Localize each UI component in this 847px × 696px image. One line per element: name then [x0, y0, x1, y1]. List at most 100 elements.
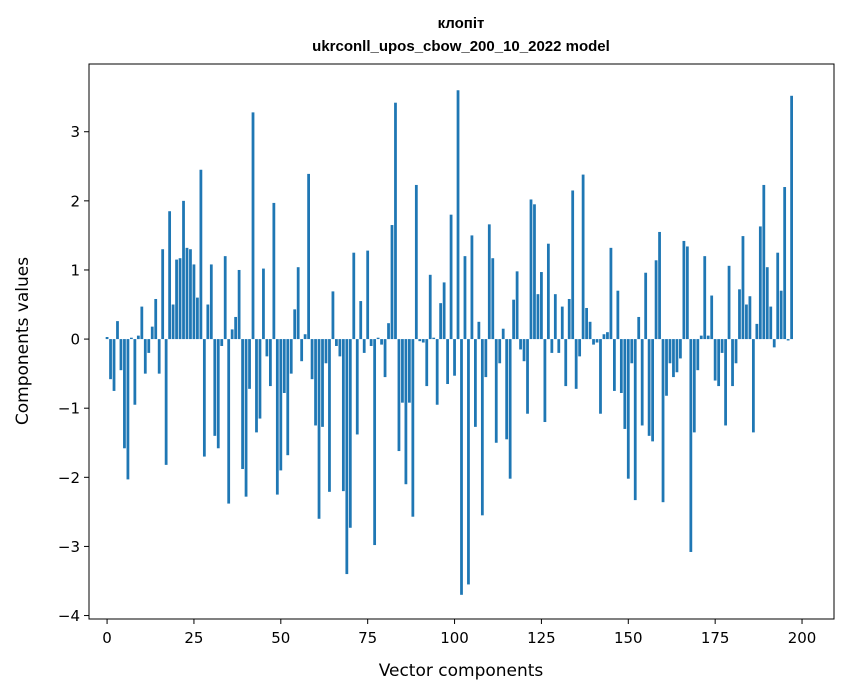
bar-54 — [293, 309, 297, 340]
bar-65 — [331, 291, 335, 340]
bar-14 — [154, 298, 158, 340]
bar-97 — [442, 282, 446, 340]
bar-137 — [581, 174, 585, 340]
bar-18 — [168, 211, 172, 340]
bar-156 — [647, 339, 651, 436]
bar-171 — [699, 335, 703, 340]
bar-99 — [449, 214, 453, 340]
bar-129 — [553, 294, 557, 340]
bar-133 — [567, 298, 571, 340]
bar-136 — [578, 339, 582, 357]
bar-89 — [414, 184, 418, 340]
bar-58 — [307, 173, 310, 340]
bar-153 — [637, 316, 641, 340]
bar-53 — [289, 339, 293, 374]
bar-32 — [216, 339, 220, 449]
bar-161 — [665, 339, 668, 396]
bar-184 — [745, 304, 748, 340]
bar-17 — [164, 339, 168, 465]
x-tick-label: 25 — [184, 629, 203, 647]
bar-22 — [182, 200, 185, 340]
bar-83 — [394, 102, 397, 340]
bar-71 — [352, 252, 356, 340]
bar-36 — [230, 329, 234, 340]
bar-150 — [626, 339, 630, 479]
bar-194 — [779, 290, 783, 340]
bar-30 — [209, 264, 213, 340]
bar-117 — [512, 299, 516, 340]
bar-49 — [275, 339, 279, 495]
bar-123 — [533, 204, 536, 340]
bar-56 — [300, 339, 304, 362]
chart-subtitle: ukrconll_upos_cbow_200_10_2022 model — [312, 38, 610, 55]
bar-70 — [348, 339, 352, 528]
bar-160 — [661, 339, 665, 503]
bar-3 — [116, 321, 119, 340]
bar-66 — [335, 339, 338, 346]
bar-68 — [341, 339, 345, 492]
bar-41 — [248, 339, 251, 389]
bar-125 — [540, 272, 543, 340]
bar-34 — [223, 256, 227, 340]
bar-101 — [456, 90, 460, 340]
bar-181 — [734, 339, 738, 364]
bar-182 — [738, 289, 741, 340]
bar-114 — [501, 328, 505, 340]
bar-95 — [435, 339, 439, 405]
bar-162 — [668, 339, 672, 364]
bar-12 — [147, 339, 151, 353]
bar-81 — [387, 323, 390, 340]
y-tick-label: 3 — [70, 123, 80, 141]
bar-42 — [251, 112, 255, 340]
bar-190 — [765, 267, 769, 340]
bar-127 — [546, 243, 550, 340]
bar-157 — [651, 339, 654, 442]
x-tick-label: 50 — [271, 629, 290, 647]
y-tick-label: −1 — [58, 400, 80, 418]
bar-38 — [237, 269, 241, 340]
bar-69 — [345, 339, 349, 575]
bar-86 — [404, 339, 408, 485]
bar-155 — [644, 272, 648, 340]
bar-5 — [123, 339, 126, 449]
bar-96 — [439, 303, 443, 340]
bar-112 — [494, 339, 498, 443]
bar-39 — [241, 339, 244, 470]
bar-24 — [189, 249, 192, 340]
bar-140 — [592, 339, 595, 345]
bar-118 — [515, 271, 519, 340]
bar-28 — [202, 339, 206, 457]
bar-40 — [244, 339, 248, 497]
y-axis-label: Components values — [13, 257, 33, 425]
bar-145 — [609, 247, 613, 340]
bar-168 — [689, 339, 693, 552]
bar-135 — [574, 339, 578, 389]
bar-43 — [255, 339, 258, 433]
bar-130 — [557, 339, 561, 353]
bar-195 — [783, 187, 787, 340]
bar-67 — [338, 339, 342, 357]
bar-75 — [366, 250, 370, 340]
bar-92 — [425, 339, 429, 387]
bar-191 — [769, 306, 773, 340]
bar-132 — [564, 339, 568, 387]
bar-63 — [324, 339, 328, 364]
bar-183 — [741, 236, 745, 340]
x-tick-label: 75 — [358, 629, 377, 647]
bar-16 — [161, 249, 165, 340]
bar-124 — [536, 294, 540, 340]
bar-163 — [672, 339, 675, 378]
bar-179 — [727, 265, 731, 340]
bar-116 — [508, 339, 512, 479]
bar-158 — [654, 260, 658, 340]
bar-173 — [706, 335, 710, 340]
bar-91 — [421, 339, 425, 343]
bar-77 — [373, 339, 377, 546]
bar-154 — [640, 339, 644, 426]
y-tick-label: −2 — [58, 469, 80, 487]
bar-57 — [303, 334, 307, 340]
bar-189 — [762, 184, 766, 340]
bar-107 — [477, 321, 481, 340]
bar-170 — [696, 339, 700, 371]
